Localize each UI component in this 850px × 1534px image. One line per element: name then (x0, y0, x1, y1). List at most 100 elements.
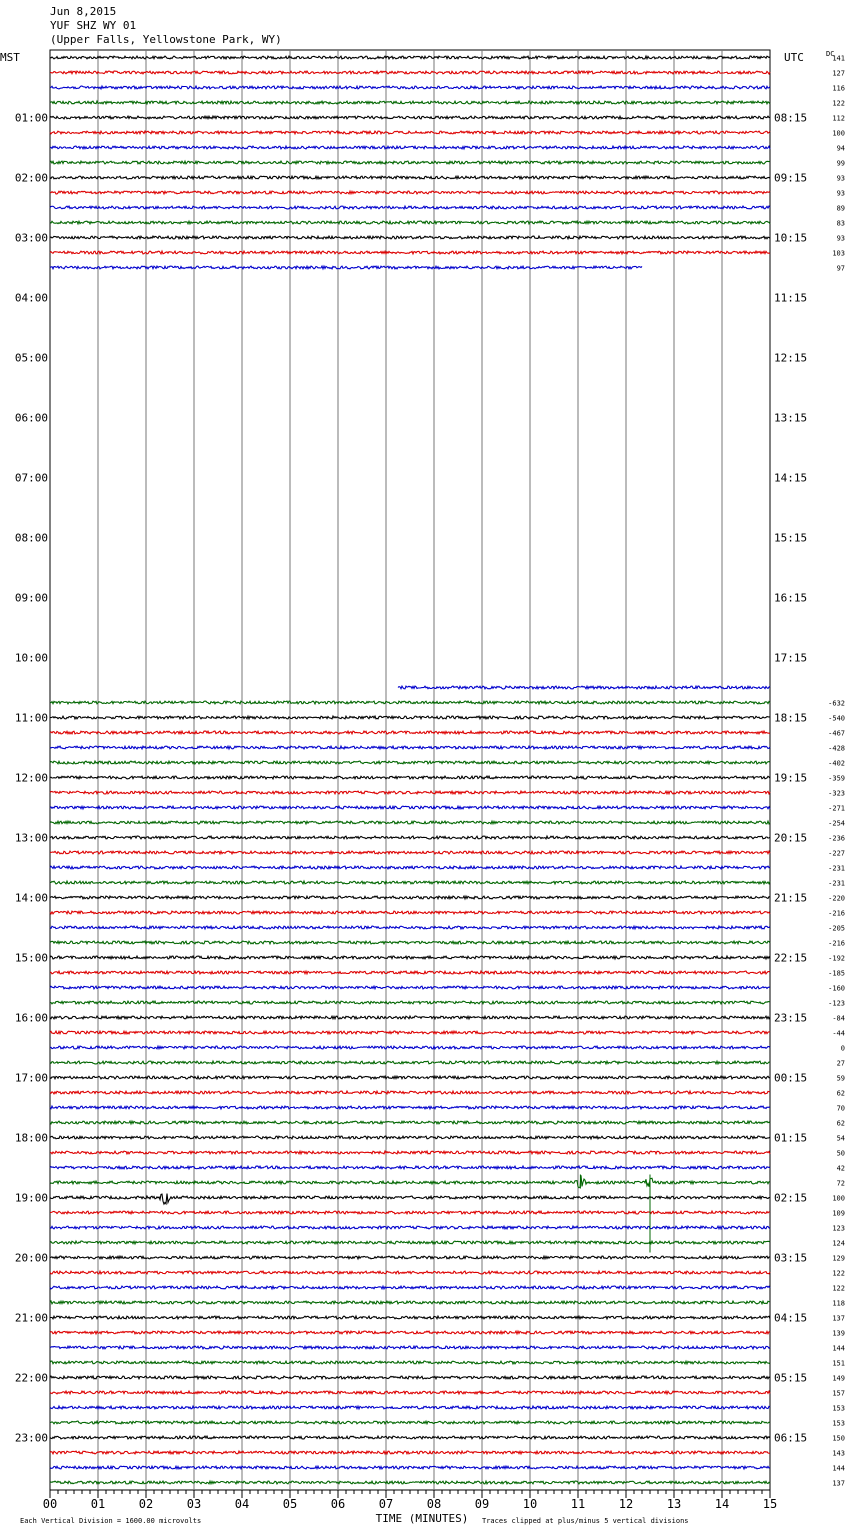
utc-hour-label: 17:15 (774, 652, 807, 665)
x-tick-label: 06 (331, 1497, 345, 1511)
seismic-trace (49, 1224, 771, 1231)
seismic-trace (49, 1164, 771, 1171)
dc-offset-value: -254 (828, 820, 845, 828)
dc-offset-value: 118 (832, 1300, 845, 1308)
seismic-trace (49, 249, 771, 256)
seismic-trace (49, 1119, 771, 1126)
mst-hour-label: 03:00 (15, 232, 48, 245)
seismic-trace (49, 1044, 771, 1051)
mst-hour-label: 14:00 (15, 892, 48, 905)
dc-offset-value: -205 (828, 925, 845, 933)
dc-offset-value: -216 (828, 910, 845, 918)
x-tick-label: 15 (763, 1497, 777, 1511)
dc-offset-value: 72 (837, 1180, 845, 1188)
mst-hour-label: 15:00 (15, 952, 48, 965)
dc-offset-value: 137 (832, 1480, 845, 1488)
seismic-trace (49, 1254, 771, 1261)
dc-offset-value: -231 (828, 865, 845, 873)
seismic-trace (49, 1479, 771, 1486)
dc-offset-value: 149 (832, 1375, 845, 1383)
seismic-trace (50, 69, 771, 76)
seismic-trace (49, 849, 771, 856)
seismic-trace (49, 1059, 771, 1066)
mst-hour-label: 17:00 (15, 1072, 48, 1085)
x-tick-label: 13 (667, 1497, 681, 1511)
seismic-trace (49, 1269, 771, 1276)
x-tick-label: 04 (235, 1497, 249, 1511)
seismic-trace (49, 714, 771, 721)
mst-hour-label: 08:00 (15, 532, 48, 545)
dc-offset-value: -160 (828, 985, 845, 993)
x-tick-label: 08 (427, 1497, 441, 1511)
dc-offset-value: -359 (828, 775, 845, 783)
dc-offset-value: 129 (832, 1255, 845, 1263)
mst-hour-label: 06:00 (15, 412, 48, 425)
station-code: YUF SHZ WY 01 (50, 19, 137, 32)
vertical-division-note: Each Vertical Division = 1600.00 microvo… (20, 1517, 201, 1525)
dc-offset-value: 150 (832, 1435, 845, 1443)
utc-hour-label: 16:15 (774, 592, 807, 605)
seismic-trace (49, 1193, 770, 1206)
x-tick-label: 14 (715, 1497, 729, 1511)
dc-offset-value: -84 (832, 1015, 845, 1023)
dc-offset-value: 93 (837, 235, 845, 243)
dc-offset-value: -402 (828, 760, 845, 768)
mst-hour-label: 20:00 (15, 1252, 48, 1265)
dc-offset-value: 50 (837, 1150, 845, 1158)
seismic-trace (49, 759, 771, 766)
utc-hour-label: 03:15 (774, 1252, 807, 1265)
seismic-trace (49, 699, 771, 706)
seismic-trace (49, 969, 771, 976)
dc-offset-value: -231 (828, 880, 845, 888)
x-tick-label: 02 (139, 1497, 153, 1511)
utc-hour-label: 11:15 (774, 292, 807, 305)
seismic-trace (49, 744, 771, 751)
dc-offset-value: 127 (832, 70, 845, 78)
seismic-trace (49, 1074, 771, 1081)
seismic-trace (49, 1239, 771, 1246)
seismic-trace (50, 999, 770, 1006)
dc-offset-value: 144 (832, 1345, 845, 1353)
station-location: (Upper Falls, Yellowstone Park, WY) (50, 33, 282, 46)
dc-offset-value: 153 (832, 1405, 845, 1413)
dc-offset-value: 116 (832, 85, 845, 93)
mst-hour-label: 16:00 (15, 1012, 48, 1025)
mst-hour-label: 09:00 (15, 592, 48, 605)
dc-offset-value: 151 (832, 1360, 845, 1368)
dc-offset-value: -323 (828, 790, 845, 798)
dc-offset-value: 59 (837, 1075, 845, 1083)
seismic-trace (49, 1449, 771, 1456)
dc-offset-value: 97 (837, 265, 845, 273)
seismic-trace (49, 114, 771, 121)
dc-offset-value: -220 (828, 895, 845, 903)
dc-offset-value: 123 (832, 1225, 845, 1233)
seismic-trace (49, 234, 771, 241)
dc-label: DC (826, 50, 834, 58)
dc-offset-value: 0 (841, 1045, 845, 1053)
seismic-trace (49, 774, 771, 781)
utc-axis-label: UTC (784, 51, 804, 64)
seismic-trace (49, 804, 771, 811)
dc-offset-value: 139 (832, 1330, 845, 1338)
clipping-note: Traces clipped at plus/minus 5 vertical … (482, 1517, 689, 1525)
seismic-trace (49, 984, 771, 991)
dc-offset-value: 103 (832, 250, 845, 258)
seismic-trace (50, 1149, 771, 1156)
seismic-trace (49, 894, 771, 901)
dc-offset-value: -236 (828, 835, 845, 843)
utc-hour-label: 09:15 (774, 172, 807, 185)
utc-hour-label: 13:15 (774, 412, 807, 425)
mst-hour-label: 23:00 (15, 1432, 48, 1445)
seismic-trace (50, 1314, 771, 1321)
seismic-trace (49, 219, 771, 226)
seismic-trace (397, 684, 771, 691)
mst-hour-label: 05:00 (15, 352, 48, 365)
dc-offset-value: 27 (837, 1060, 845, 1068)
dc-offset-value: 141 (832, 55, 845, 63)
dc-offset-value: 83 (837, 220, 845, 228)
mst-hour-label: 11:00 (15, 712, 48, 725)
seismic-trace (49, 159, 771, 166)
utc-hour-label: 05:15 (774, 1372, 807, 1385)
utc-hour-label: 19:15 (774, 772, 807, 785)
